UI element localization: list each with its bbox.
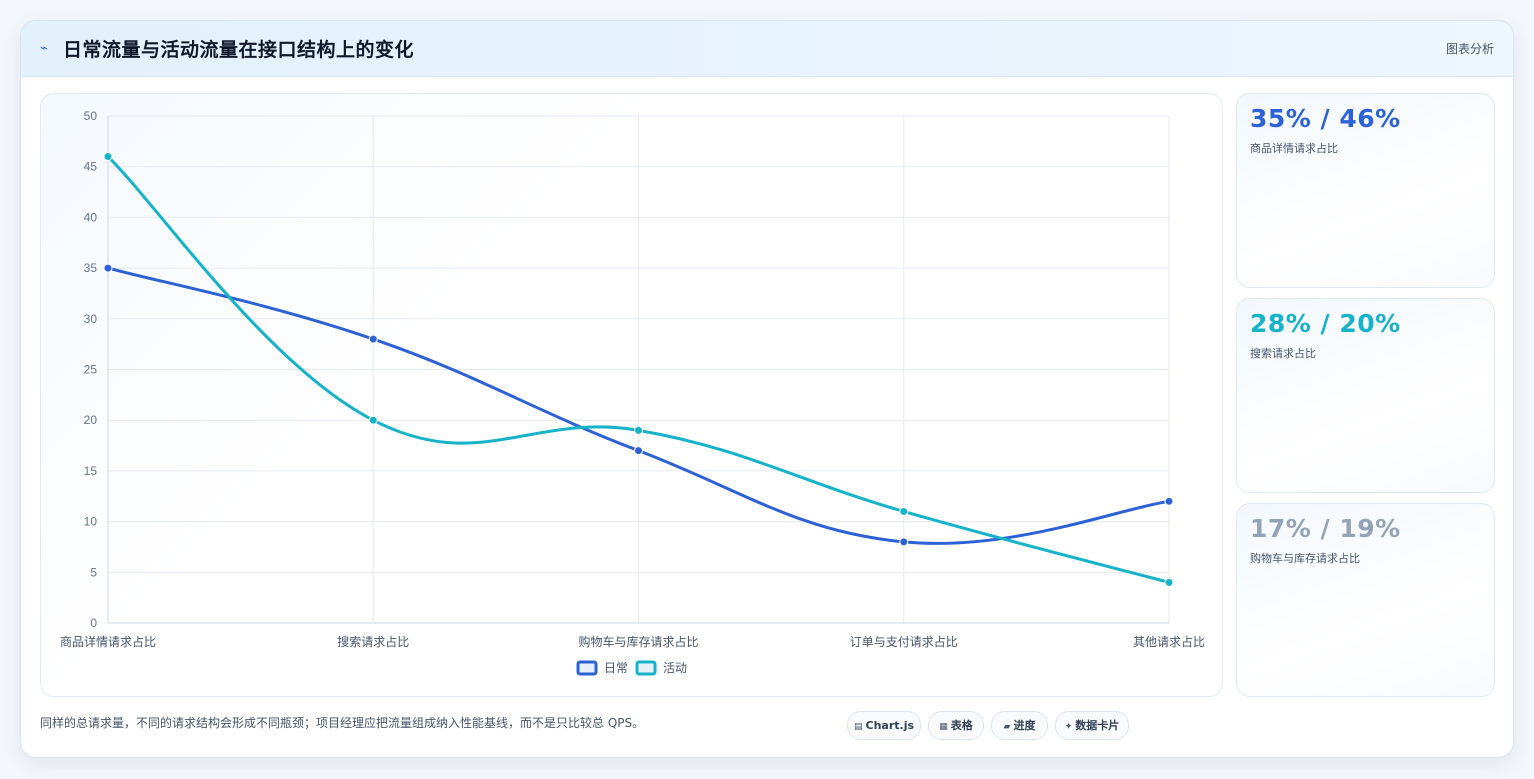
x-tick-label: 订单与支付请求占比 <box>850 634 958 649</box>
y-tick-label: 40 <box>84 210 98 224</box>
chip-label: 数据卡片 <box>1075 719 1120 732</box>
legend-label-daily: 日常 <box>604 661 628 675</box>
data-point-event <box>634 425 643 435</box>
chip-label: 进度 <box>1013 719 1036 732</box>
stat-label: 搜索请求占比 <box>1250 347 1316 360</box>
chart-icon: ▤ <box>853 722 863 732</box>
chip-label: Chart.js <box>865 719 915 732</box>
panel-header: ⌁ 日常流量与活动流量在接口结构上的变化 图表分析 <box>21 21 1513 77</box>
stat-value: 35% / 46% <box>1250 104 1401 133</box>
x-tick-label: 商品详情请求占比 <box>60 634 156 649</box>
chip-chartjs[interactable]: ▤ Chart.js <box>847 711 921 740</box>
data-point-daily <box>1164 496 1174 506</box>
stat-value: 28% / 20% <box>1250 309 1401 338</box>
sparkle-icon: ✦ <box>1064 722 1073 732</box>
y-tick-label: 35 <box>84 261 98 275</box>
data-point-event <box>1164 577 1174 587</box>
y-tick-label: 15 <box>84 464 98 478</box>
stat-label: 购物车与库存请求占比 <box>1250 552 1360 565</box>
legend-label-event: 活动 <box>663 661 687 675</box>
chip-data-card[interactable]: ✦ 数据卡片 <box>1055 711 1129 740</box>
line-chart: 0 5 10 15 20 25 30 35 40 45 50 商品详情请求占比 搜索请求占比 购物车与库存… <box>60 109 1205 676</box>
y-tick-label: 5 <box>90 565 97 579</box>
x-tick-label: 购物车与库存请求占比 <box>578 634 698 649</box>
sparkline-icon: ⌁ <box>40 41 48 56</box>
legend-swatch-event <box>635 660 657 676</box>
data-point-daily <box>368 334 378 344</box>
series-line-event <box>106 155 1171 584</box>
panel-tag: 图表分析 <box>1445 42 1494 56</box>
chip-label: 表格 <box>950 719 973 732</box>
data-point-event <box>103 152 113 162</box>
stat-card-product-detail: 35% / 46% 商品详情请求占比 <box>1236 93 1495 288</box>
data-point-daily <box>634 446 643 456</box>
y-tick-label: 10 <box>84 515 98 529</box>
y-tick-label: 30 <box>84 312 98 326</box>
stat-card-search: 28% / 20% 搜索请求占比 <box>1236 298 1495 493</box>
legend-swatch-daily <box>576 660 598 676</box>
x-tick-label: 其他请求占比 <box>1133 634 1205 649</box>
chart-panel: ⌁ 日常流量与活动流量在接口结构上的变化 图表分析 0 5 10 15 20 25 30 35… <box>20 20 1514 758</box>
chip-table[interactable]: ▦ 表格 <box>928 711 984 740</box>
stat-label: 商品详情请求占比 <box>1250 142 1338 155</box>
y-tick-label: 20 <box>84 413 98 427</box>
data-point-event <box>899 506 909 516</box>
y-tick-label: 50 <box>84 109 98 123</box>
x-tick-label: 搜索请求占比 <box>337 634 409 649</box>
y-tick-label: 0 <box>90 616 97 630</box>
data-point-daily <box>103 263 113 273</box>
progress-icon: ▰ <box>1003 722 1011 732</box>
footnote: 同样的总请求量，不同的请求结构会形成不同瓶颈；项目经理应把流量组成纳入性能基线，… <box>40 716 645 730</box>
chart-card: 0 5 10 15 20 25 30 35 40 45 50 商品详情请求占比 搜索请求占比 购物车与库存… <box>40 93 1223 697</box>
stat-value: 17% / 19% <box>1250 514 1401 543</box>
y-tick-label: 45 <box>84 160 98 174</box>
y-tick-label: 25 <box>84 363 98 377</box>
data-point-event <box>368 415 378 425</box>
data-point-daily <box>899 537 909 547</box>
chip-progress[interactable]: ▰ 进度 <box>991 711 1048 740</box>
table-icon: ▦ <box>939 722 948 732</box>
panel-title: 日常流量与活动流量在接口结构上的变化 <box>63 39 415 61</box>
stat-card-cart-inventory: 17% / 19% 购物车与库存请求占比 <box>1236 503 1495 697</box>
